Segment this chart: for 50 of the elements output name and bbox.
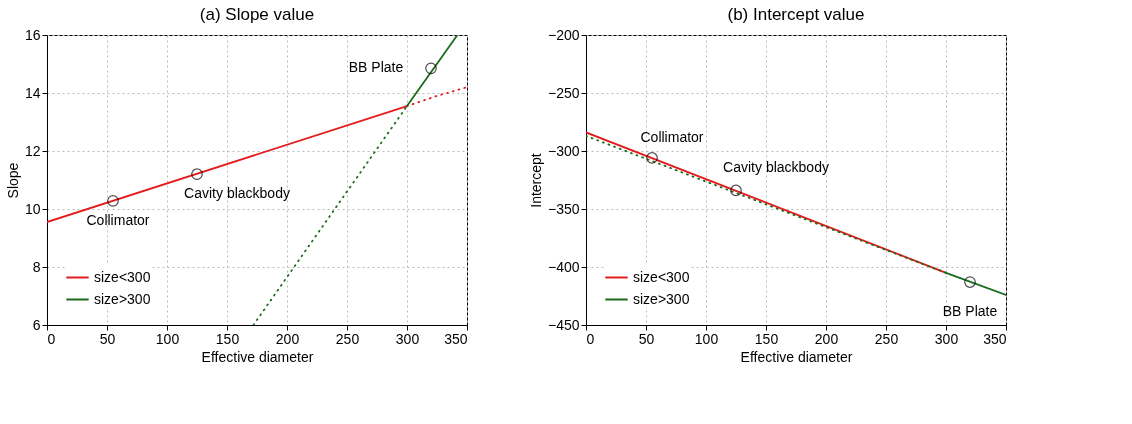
legend-label: size>300 [633,290,690,307]
y-tick-label: −400 [547,258,580,275]
point [730,184,742,197]
x-tick-label: 300 [395,330,420,347]
x-tick-label: 350 [444,330,468,347]
x-tick-label: 200 [275,330,300,347]
x-tick-label: 150 [754,330,779,347]
legend-label: size<300 [94,268,151,285]
point [646,152,658,164]
y-axis-title: Slope [4,162,21,199]
y-tick-label: −200 [547,26,580,43]
x-tick-label: 250 [335,330,360,347]
y-tick-label: 16 [24,26,41,43]
x-tick-label: 50 [99,330,116,347]
annotation: Cavity blackbody [723,159,829,176]
y-tick-label: 8 [32,258,41,275]
x-tick-label: 0 [47,330,56,347]
y-tick-label: 12 [24,142,41,159]
x-tick-label: 100 [694,330,719,347]
annotation: Collimator [86,211,150,228]
point [107,195,119,207]
chart-title: (a) Slope value [199,5,315,24]
legend-label: size>300 [94,290,151,307]
x-axis-title: Effective diameter [740,348,853,365]
y-tick-label: 6 [32,316,41,333]
x-tick-label: 200 [814,330,839,347]
chart-title: (b) Intercept value [727,5,865,24]
y-tick-label: −250 [547,84,580,101]
x-tick-label: 150 [215,330,240,347]
y-tick-label: −450 [547,316,580,333]
point [964,276,976,288]
x-tick-label: 100 [155,330,180,347]
y-tick-label: −300 [547,142,580,159]
annotation: Cavity blackbody [184,185,290,202]
y-axis-title: Intercept [527,153,544,208]
y-tick-label: 10 [24,200,41,217]
legend-label: size<300 [633,268,690,285]
annotation: Collimator [640,128,704,145]
annotation: BB Plate [942,303,998,320]
y-tick-label: −350 [547,200,580,217]
x-tick-label: 50 [638,330,655,347]
x-axis-title: Effective diameter [201,348,314,365]
x-tick-label: 350 [983,330,1007,347]
x-tick-label: 250 [874,330,899,347]
annotation: BB Plate [348,59,404,76]
point [425,62,437,75]
y-tick-label: 14 [24,84,41,101]
point [191,168,203,181]
x-tick-label: 300 [934,330,959,347]
x-tick-label: 0 [586,330,595,347]
